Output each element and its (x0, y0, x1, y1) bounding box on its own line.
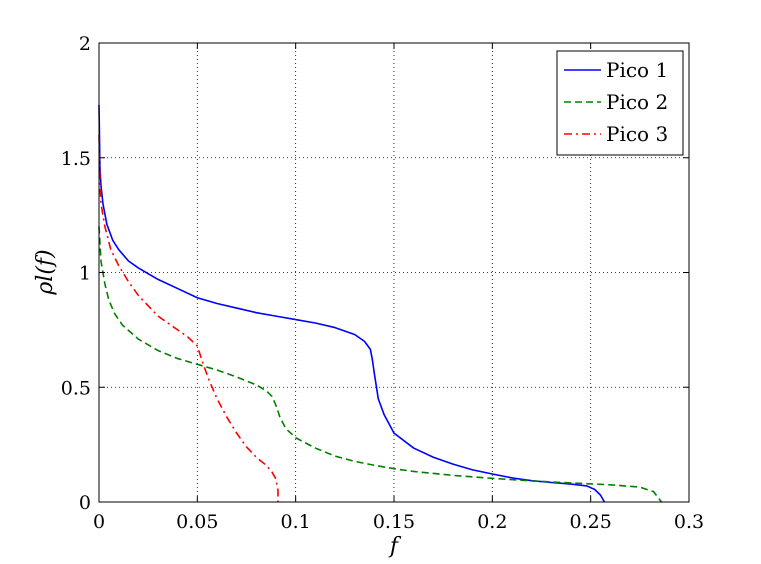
series-group (98, 104, 663, 503)
y-tick-label: 1 (79, 263, 91, 285)
x-tick-label: 0.05 (176, 511, 218, 533)
legend-label: Pico 1 (606, 58, 668, 82)
legend-label: Pico 2 (606, 90, 668, 114)
x-tick-label: 0.2 (477, 511, 507, 533)
axis-ticks (98, 42, 690, 503)
series-line-pico-1 (98, 104, 606, 503)
x-tick-label: 0.15 (373, 511, 415, 533)
legend: Pico 1 Pico 2 Pico 3 (556, 50, 684, 156)
y-tick-label: 0.5 (61, 377, 91, 399)
x-tick-label: 0.1 (281, 511, 311, 533)
series-line-pico-3 (98, 134, 279, 502)
y-tick-label: 2 (79, 33, 91, 55)
series-line-pico-2 (98, 226, 663, 503)
x-tick-label: 0.3 (674, 511, 704, 533)
y-tick-label: 1.5 (61, 148, 91, 170)
x-tick-labels: 0 0.05 0.1 0.15 0.2 0.25 0.3 (93, 511, 704, 533)
legend-label: Pico 3 (606, 122, 668, 146)
x-tick-label: 0.25 (570, 511, 612, 533)
y-tick-labels: 0 0.5 1 1.5 2 (61, 33, 91, 514)
y-axis-label: ρl(f) (33, 249, 58, 295)
y-tick-label: 0 (79, 492, 91, 514)
x-axis-label: f (388, 534, 402, 559)
legend-box (556, 50, 684, 156)
x-tick-label: 0 (93, 511, 105, 533)
